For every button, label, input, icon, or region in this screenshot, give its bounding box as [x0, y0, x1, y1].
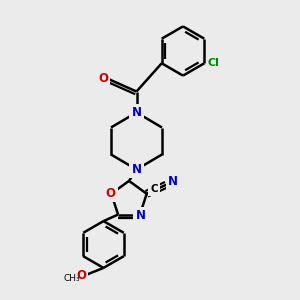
Text: N: N — [136, 208, 146, 222]
Text: N: N — [168, 175, 178, 188]
Text: N: N — [131, 163, 142, 176]
Text: CH₃: CH₃ — [63, 274, 80, 283]
Text: C: C — [150, 184, 158, 194]
Text: Cl: Cl — [208, 58, 220, 68]
Text: O: O — [76, 268, 86, 282]
Text: N: N — [131, 106, 142, 119]
Text: O: O — [106, 187, 116, 200]
Text: O: O — [98, 72, 108, 86]
